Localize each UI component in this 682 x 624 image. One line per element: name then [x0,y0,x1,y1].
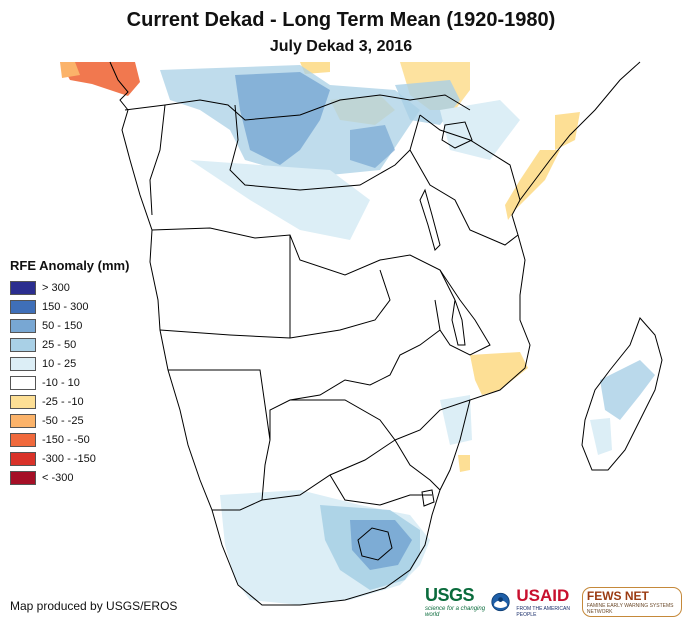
fews-net-text: FEWS NET [586,588,649,603]
legend-item: 25 - 50 [10,335,129,354]
anomaly-map [60,61,663,606]
legend-swatch [10,356,36,371]
legend-label: 25 - 50 [42,338,77,351]
anomaly-patch [505,150,560,220]
anomaly-patch [600,360,655,420]
usaid-logo: USAID FROM THE AMERICAN PEOPLE [516,586,575,618]
legend-swatch [10,394,36,409]
border [261,439,396,501]
border [124,94,471,121]
coastline [109,61,641,606]
legend-item: -300 - -150 [10,449,129,468]
legend-label: -300 - -150 [42,452,96,465]
lake-malawi [451,299,466,346]
anomaly-patch [190,160,370,240]
legend-swatch [10,413,36,428]
legend-label: 10 - 25 [42,357,77,370]
legend-swatch [10,318,36,333]
border [434,269,491,356]
legend-item: > 300 [10,278,129,297]
legend-swatch [10,375,36,390]
usaid-prefix: US [516,585,541,605]
usgs-logo-text: USGS [425,585,475,605]
map-title: Current Dekad - Long Term Mean (1920-198… [126,9,556,31]
legend-item: -25 - -10 [10,392,129,411]
legend-item: 150 - 300 [10,297,129,316]
legend-label: -10 - 10 [42,376,80,389]
anomaly-patch [60,62,80,78]
lake-victoria [441,121,473,149]
noaa-logo-icon [491,592,511,611]
usaid-tagline: FROM THE AMERICAN PEOPLE [516,605,570,618]
border [149,104,166,216]
border [329,474,432,506]
border [269,329,441,440]
legend-item: -50 - -25 [10,411,129,430]
anomaly-patch [470,352,528,395]
border [394,439,441,491]
border [409,149,519,246]
legend-label: < -300 [42,471,74,484]
border [229,104,421,191]
legend-swatch [10,432,36,447]
eswatini-border [421,489,435,507]
anomaly-patch [60,62,140,96]
usgs-tagline: science for a changing world [425,606,486,618]
anomaly-patch [458,455,470,472]
country-boundaries [109,61,663,606]
legend-label: -25 - -10 [42,395,84,408]
legend-item: -150 - -50 [10,430,129,449]
legend-swatch [10,299,36,314]
legend-item: -10 - 10 [10,373,129,392]
anomaly-patch [555,112,580,150]
legend-title: RFE Anomaly (mm) [10,258,130,273]
legend-swatch [10,470,36,485]
logo-strip: USGS science for a changing world USAID … [425,585,682,618]
anomaly-patch [235,72,330,165]
legend-swatch [10,451,36,466]
legend-label: 50 - 150 [42,319,83,332]
border [168,369,271,511]
credit-text: Map produced by USGS/EROS [10,599,178,613]
border [151,227,456,301]
anomaly-patch [590,418,612,455]
legend-item: 50 - 150 [10,316,129,335]
legend-label: > 300 [42,281,70,294]
legend-label: -150 - -50 [42,433,90,446]
usgs-logo: USGS science for a changing world [425,585,485,618]
legend-swatch [10,280,36,295]
border [159,269,391,339]
legend: RFE Anomaly (mm) > 300 150 - 300 50 - 150 2… [10,258,129,487]
usaid-suffix: AID [540,585,570,605]
legend-label: -50 - -25 [42,414,84,427]
anomaly-patch [350,520,412,570]
lesotho-border [357,527,393,561]
legend-item: 10 - 25 [10,354,129,373]
map-subtitle: July Dekad 3, 2016 [269,38,413,55]
anomaly-patch [440,395,472,445]
fews-net-tagline: FAMINE EARLY WARNING SYSTEMS NETWORK [586,602,674,615]
border [419,114,521,201]
anomaly-shading [60,62,655,605]
madagascar-coast [581,317,663,471]
legend-item: < -300 [10,468,129,487]
fews-net-logo: FEWS NET FAMINE EARLY WARNING SYSTEMS NE… [581,586,682,617]
lake-tanganyika [419,188,441,251]
anomaly-patch [440,100,520,160]
legend-swatch [10,337,36,352]
legend-label: 150 - 300 [42,300,89,313]
anomaly-patch [350,125,395,168]
